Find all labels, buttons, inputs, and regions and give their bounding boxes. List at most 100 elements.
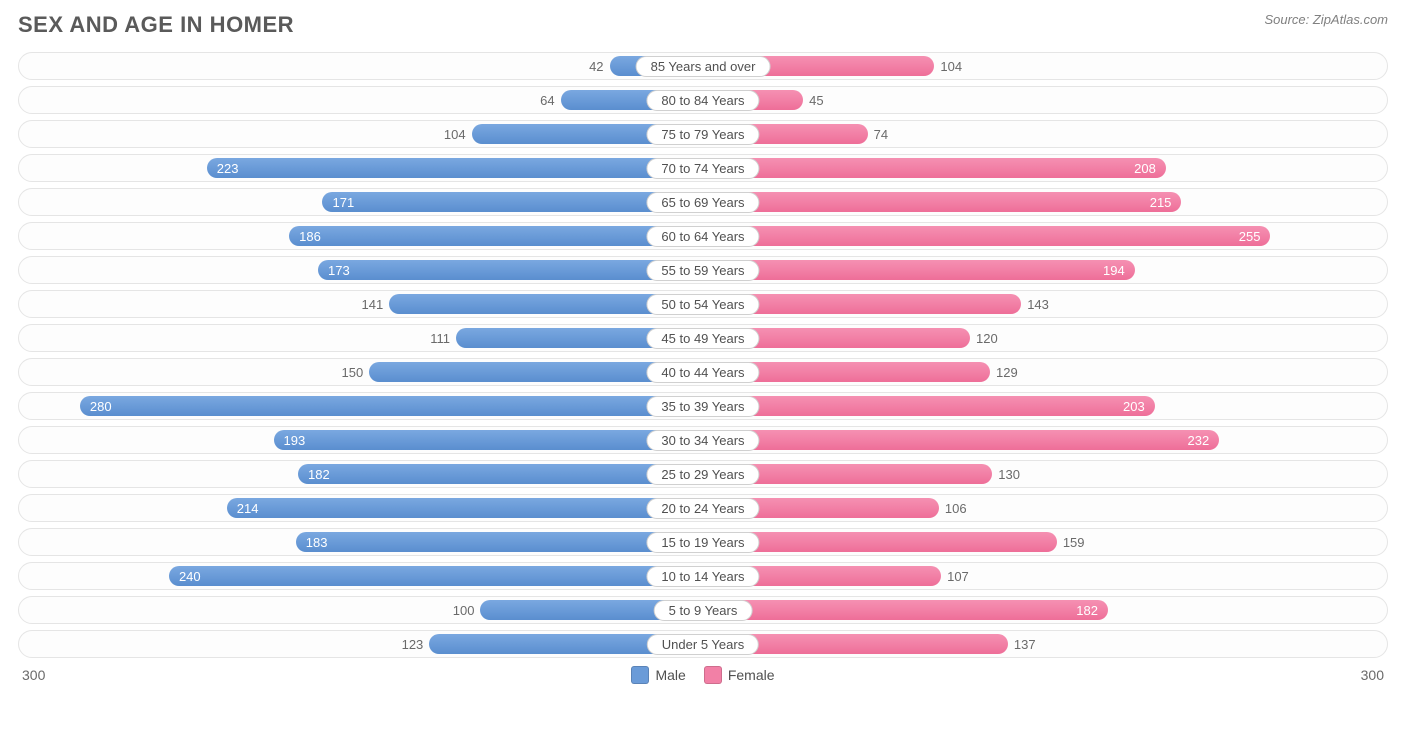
female-value: 215	[1150, 195, 1172, 210]
age-group-label: 65 to 69 Years	[646, 192, 759, 213]
chart-source: Source: ZipAtlas.com	[1264, 12, 1388, 27]
population-pyramid-chart: 42 104 85 Years and over 64 45 80 to 84 Years…	[18, 52, 1388, 658]
axis-max-left: 300	[22, 667, 45, 683]
age-group-label: 30 to 34 Years	[646, 430, 759, 451]
age-group-label: 80 to 84 Years	[646, 90, 759, 111]
male-bar: 193	[274, 430, 703, 450]
female-value: 182	[1076, 603, 1098, 618]
male-bar: 280	[80, 396, 703, 416]
male-value: 104	[444, 127, 466, 142]
age-group-label: 85 Years and over	[636, 56, 771, 77]
legend-label-male: Male	[655, 667, 685, 683]
male-value: 183	[306, 535, 328, 550]
male-value: 186	[299, 229, 321, 244]
female-value: 74	[874, 127, 888, 142]
age-group-label: 50 to 54 Years	[646, 294, 759, 315]
pyramid-row: 64 45 80 to 84 Years	[18, 86, 1388, 114]
pyramid-row: 223 208 70 to 74 Years	[18, 154, 1388, 182]
chart-title: SEX AND AGE IN HOMER	[18, 12, 294, 38]
female-value: 104	[940, 59, 962, 74]
female-value: 129	[996, 365, 1018, 380]
age-group-label: 40 to 44 Years	[646, 362, 759, 383]
male-bar: 214	[227, 498, 703, 518]
age-group-label: 75 to 79 Years	[646, 124, 759, 145]
female-value: 159	[1063, 535, 1085, 550]
age-group-label: 60 to 64 Years	[646, 226, 759, 247]
pyramid-row: 111 120 45 to 49 Years	[18, 324, 1388, 352]
female-value: 203	[1123, 399, 1145, 414]
pyramid-row: 173 194 55 to 59 Years	[18, 256, 1388, 284]
male-bar: 186	[289, 226, 703, 246]
male-value: 171	[332, 195, 354, 210]
pyramid-row: 123 137 Under 5 Years	[18, 630, 1388, 658]
legend-swatch-male	[631, 666, 649, 684]
female-bar: 208	[703, 158, 1166, 178]
age-group-label: 55 to 59 Years	[646, 260, 759, 281]
female-value: 137	[1014, 637, 1036, 652]
legend-label-female: Female	[728, 667, 775, 683]
male-value: 123	[402, 637, 424, 652]
pyramid-row: 280 203 35 to 39 Years	[18, 392, 1388, 420]
male-value: 173	[328, 263, 350, 278]
female-value: 232	[1188, 433, 1210, 448]
age-group-label: 25 to 29 Years	[646, 464, 759, 485]
female-bar: 182	[703, 600, 1108, 620]
age-group-label: Under 5 Years	[647, 634, 759, 655]
female-bar: 255	[703, 226, 1270, 246]
female-bar: 232	[703, 430, 1219, 450]
male-value: 141	[362, 297, 384, 312]
age-group-label: 5 to 9 Years	[654, 600, 753, 621]
pyramid-row: 104 74 75 to 79 Years	[18, 120, 1388, 148]
pyramid-row: 21410620 to 24 Years	[18, 494, 1388, 522]
pyramid-row: 100 182 5 to 9 Years	[18, 596, 1388, 624]
male-value: 111	[430, 331, 450, 346]
male-value: 280	[90, 399, 112, 414]
female-value: 120	[976, 331, 998, 346]
male-bar: 183	[296, 532, 703, 552]
legend-swatch-female	[704, 666, 722, 684]
age-group-label: 15 to 19 Years	[646, 532, 759, 553]
age-group-label: 35 to 39 Years	[646, 396, 759, 417]
pyramid-row: 183 159 15 to 19 Years	[18, 528, 1388, 556]
legend-item-female: Female	[704, 666, 775, 684]
female-value: 208	[1134, 161, 1156, 176]
pyramid-row: 141 143 50 to 54 Years	[18, 290, 1388, 318]
age-group-label: 70 to 74 Years	[646, 158, 759, 179]
male-value: 193	[284, 433, 306, 448]
male-value: 240	[179, 569, 201, 584]
female-value: 255	[1239, 229, 1261, 244]
legend: Male Female	[631, 666, 774, 684]
age-group-label: 20 to 24 Years	[646, 498, 759, 519]
male-value: 223	[217, 161, 239, 176]
male-bar: 182	[298, 464, 703, 484]
legend-item-male: Male	[631, 666, 685, 684]
female-value: 45	[809, 93, 823, 108]
male-value: 42	[589, 59, 603, 74]
male-bar: 173	[318, 260, 703, 280]
male-value: 100	[453, 603, 475, 618]
female-value: 194	[1103, 263, 1125, 278]
pyramid-row: 150 129 40 to 44 Years	[18, 358, 1388, 386]
axis-max-right: 300	[1361, 667, 1384, 683]
female-value: 143	[1027, 297, 1049, 312]
pyramid-row: 42 104 85 Years and over	[18, 52, 1388, 80]
female-bar: 194	[703, 260, 1135, 280]
pyramid-row: 193 232 30 to 34 Years	[18, 426, 1388, 454]
pyramid-row: 171 215 65 to 69 Years	[18, 188, 1388, 216]
male-bar: 240	[169, 566, 703, 586]
male-bar: 223	[207, 158, 703, 178]
chart-footer: 300 Male Female 300	[18, 666, 1388, 684]
pyramid-row: 182 130 25 to 29 Years	[18, 460, 1388, 488]
age-group-label: 45 to 49 Years	[646, 328, 759, 349]
female-bar: 215	[703, 192, 1181, 212]
female-value: 107	[947, 569, 969, 584]
chart-header: SEX AND AGE IN HOMER Source: ZipAtlas.co…	[18, 12, 1388, 38]
age-group-label: 10 to 14 Years	[646, 566, 759, 587]
female-bar: 203	[703, 396, 1155, 416]
male-value: 150	[342, 365, 364, 380]
male-value: 182	[308, 467, 330, 482]
male-value: 64	[540, 93, 554, 108]
female-value: 130	[998, 467, 1020, 482]
male-value: 214	[237, 501, 259, 516]
pyramid-row: 186 255 60 to 64 Years	[18, 222, 1388, 250]
